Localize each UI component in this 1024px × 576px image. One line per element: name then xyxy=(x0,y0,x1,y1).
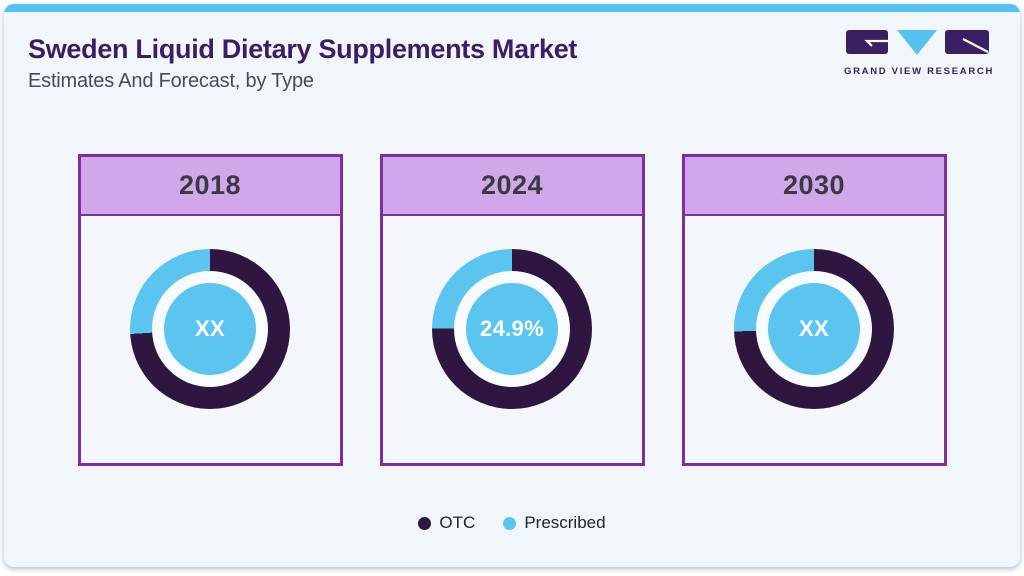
top-accent-bar xyxy=(4,4,1020,12)
page-header: Sweden Liquid Dietary Supplements Market… xyxy=(4,12,1020,93)
legend-item-prescribed: Prescribed xyxy=(503,513,606,533)
card-year-header: 2018 xyxy=(80,157,340,216)
infographic-panel: Sweden Liquid Dietary Supplements Market… xyxy=(4,4,1020,567)
gvr-logo-icon xyxy=(846,30,989,55)
legend-item-otc: OTC xyxy=(418,513,475,533)
page-title: Sweden Liquid Dietary Supplements Market xyxy=(28,34,578,64)
year-cards: 2018 XX 2024 24.9% 2030 XX xyxy=(4,154,1020,466)
donut-chart-2030: XX xyxy=(734,249,894,409)
logo-wordmark: GRAND VIEW RESEARCH xyxy=(844,66,995,77)
donut-chart-2024: 24.9% xyxy=(432,249,592,409)
legend-label-prescribed: Prescribed xyxy=(524,513,606,532)
year-card-2030: 2030 XX xyxy=(681,154,947,466)
legend-label-otc: OTC xyxy=(439,513,476,532)
card-year-header: 2030 xyxy=(684,157,944,216)
year-card-2018: 2018 XX xyxy=(77,154,343,466)
donut-center-label: XX xyxy=(164,283,256,375)
year-card-2024: 2024 24.9% xyxy=(379,154,645,466)
card-year-header: 2024 xyxy=(382,157,642,216)
page-subtitle: Estimates And Forecast, by Type xyxy=(28,70,314,93)
donut-center-label: XX xyxy=(768,283,860,375)
donut-chart-2018: XX xyxy=(130,249,290,409)
legend: OTC Prescribed xyxy=(4,513,1020,533)
donut-center-label: 24.9% xyxy=(466,283,558,375)
prescribed-color-dot xyxy=(503,516,517,530)
grand-view-research-logo: GRAND VIEW RESEARCH xyxy=(844,30,995,77)
otc-color-dot xyxy=(418,516,432,530)
